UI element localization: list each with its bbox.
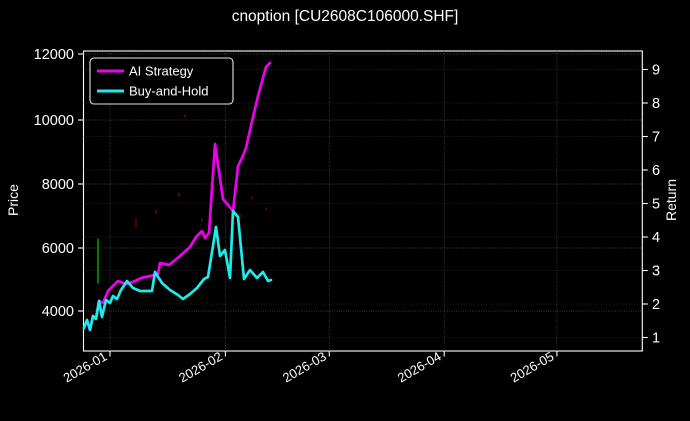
svg-text:9: 9 (652, 63, 660, 79)
svg-text:Buy-and-Hold: Buy-and-Hold (129, 84, 209, 99)
svg-text:1: 1 (652, 331, 660, 347)
svg-text:cnoption [CU2608C106000.SHF]: cnoption [CU2608C106000.SHF] (232, 8, 459, 25)
svg-text:4000: 4000 (42, 304, 74, 320)
svg-text:2: 2 (652, 297, 660, 313)
svg-text:3: 3 (652, 264, 660, 280)
svg-text:8000: 8000 (42, 177, 74, 193)
svg-text:Price: Price (5, 184, 21, 216)
svg-text:Return: Return (663, 179, 679, 221)
svg-text:10000: 10000 (34, 113, 74, 129)
svg-text:6: 6 (652, 163, 660, 179)
svg-text:12000: 12000 (34, 47, 74, 63)
svg-text:4: 4 (652, 230, 660, 246)
svg-text:5: 5 (652, 197, 660, 213)
svg-text:7: 7 (652, 130, 660, 146)
svg-text:8: 8 (652, 96, 660, 112)
svg-text:6000: 6000 (42, 241, 74, 257)
svg-text:AI Strategy: AI Strategy (129, 64, 194, 79)
